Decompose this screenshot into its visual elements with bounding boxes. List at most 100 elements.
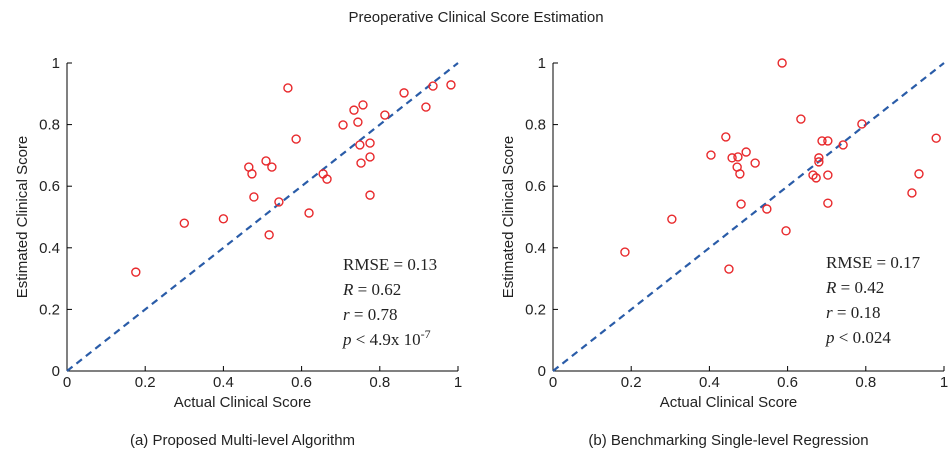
scatter-point [247, 169, 257, 179]
scatter-point [274, 197, 284, 207]
x-tick-label: 0.8 [369, 374, 390, 391]
x-tick-label: 0.6 [777, 374, 798, 391]
y-tick-label: 0.6 [525, 178, 546, 195]
x-tick-label: 0.8 [855, 374, 876, 391]
scatter-point [814, 153, 824, 163]
annotation: RMSE = 0.17 [826, 253, 921, 272]
scatter-point [817, 136, 827, 146]
scatter-point [356, 158, 366, 168]
annotation-text: = 0.18 [833, 303, 881, 322]
x-tick-label: 0.4 [699, 374, 720, 391]
y-tick-label: 0.4 [39, 240, 60, 257]
annotation: RMSE = 0.13 [343, 255, 437, 274]
scatter-point [249, 192, 259, 202]
scatter-point [777, 58, 787, 68]
annotation-sup: -7 [421, 327, 431, 341]
scatter-point [267, 162, 277, 172]
y-tick-label: 0.4 [525, 240, 546, 257]
annotation-var: r [343, 305, 350, 324]
y-tick-label: 1 [538, 55, 546, 72]
annotation-text: RMSE = 0.17 [826, 253, 921, 272]
annotation-var: R [342, 280, 354, 299]
scatter-point [808, 170, 818, 180]
annotation-text: < 4.9x 10 [352, 330, 421, 349]
scatter-point [421, 102, 431, 112]
scatter-point [721, 132, 731, 142]
scatter-point [823, 198, 833, 208]
annotation-var: p [342, 330, 352, 349]
scatter-point [823, 170, 833, 180]
y-tick-label: 0.2 [525, 301, 546, 318]
scatter-point [733, 152, 743, 162]
scatter-point [283, 83, 293, 93]
scatter-point [727, 153, 737, 163]
caption: (b) Benchmarking Single-level Regression [588, 432, 868, 449]
annotation-text: = 0.62 [353, 280, 401, 299]
x-tick-label: 1 [454, 374, 462, 391]
y-tick-label: 0.8 [39, 117, 60, 134]
x-tick-label: 0 [549, 374, 557, 391]
y-axis-label: Estimated Clinical Score [500, 136, 517, 299]
annotation: r = 0.18 [826, 303, 880, 322]
annotation-text: < 0.024 [835, 328, 892, 347]
scatter-point [131, 267, 141, 277]
scatter-point [304, 208, 314, 218]
scatter-point [931, 133, 941, 143]
scatter-point [446, 80, 456, 90]
scatter-point [428, 81, 438, 91]
scatter-point [353, 117, 363, 127]
scatter-point [291, 134, 301, 144]
scatter-point [322, 174, 332, 184]
x-tick-label: 1 [940, 374, 948, 391]
scatter-point [365, 138, 375, 148]
scatter-point [736, 199, 746, 209]
scatter-point [914, 169, 924, 179]
reference-line [552, 62, 945, 372]
scatter-point [857, 119, 867, 129]
scatter-point [218, 214, 229, 224]
scatter-point [750, 158, 760, 168]
x-axis-label: Actual Clinical Score [174, 394, 312, 411]
annotation: p < 0.024 [825, 328, 891, 347]
annotation: R = 0.62 [342, 280, 401, 299]
scatter-point [762, 204, 772, 214]
x-tick-label: 0 [63, 374, 71, 391]
scatter-point [399, 88, 409, 98]
x-tick-label: 0.2 [621, 374, 642, 391]
scatter-point [838, 140, 848, 150]
x-tick-label: 0.2 [135, 374, 156, 391]
scatter-point [349, 105, 359, 115]
y-tick-label: 0.2 [39, 301, 60, 318]
scatter-point [358, 100, 368, 110]
y-tick-label: 0.8 [525, 117, 546, 134]
annotation: R = 0.42 [825, 278, 884, 297]
y-tick-label: 0 [52, 363, 60, 380]
y-tick-label: 0 [538, 363, 546, 380]
caption: (a) Proposed Multi-level Algorithm [130, 432, 355, 449]
scatter-point [355, 140, 365, 150]
y-tick-label: 1 [52, 55, 60, 72]
y-axis-label: Estimated Clinical Score [14, 136, 31, 299]
scatter-point [811, 173, 821, 183]
annotation-var: R [825, 278, 837, 297]
scatter-point [796, 114, 806, 124]
scatter-point [814, 157, 824, 167]
annotation: p < 4.9x 10-7 [342, 327, 431, 349]
annotation-text: = 0.42 [836, 278, 884, 297]
annotation: r = 0.78 [343, 305, 397, 324]
scatter-point [907, 188, 917, 198]
scatter-point [620, 247, 630, 257]
scatter-point [261, 156, 271, 166]
scatter-point [741, 147, 751, 157]
scatter-point [380, 110, 390, 120]
scatter-point [338, 120, 348, 130]
figure-title: Preoperative Clinical Score Estimation [348, 9, 603, 26]
x-tick-label: 0.4 [213, 374, 234, 391]
scatter-point [781, 226, 791, 236]
annotation-text: RMSE = 0.13 [343, 255, 437, 274]
scatter-point [823, 136, 833, 146]
scatter-point [724, 264, 734, 274]
scatter-point [735, 169, 745, 179]
scatter-point [706, 150, 716, 160]
